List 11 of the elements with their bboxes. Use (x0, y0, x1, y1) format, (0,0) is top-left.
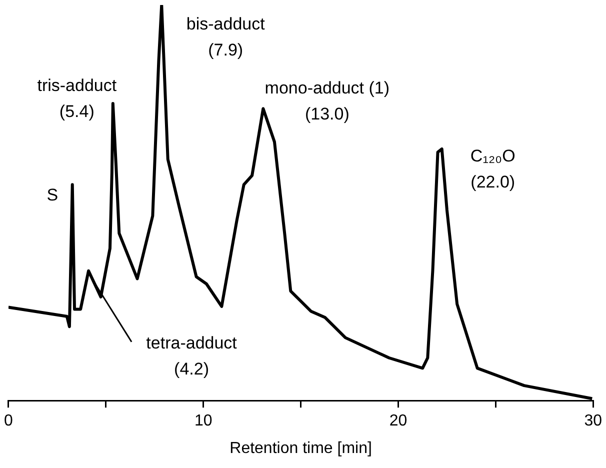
x-tick-label: 20 (389, 412, 408, 430)
x-axis-title: Retention time [min] (230, 440, 372, 457)
annotation: bis-adduct (7.9) (186, 14, 266, 60)
annotation: C₁₂₀O (22.0) (470, 146, 516, 192)
x-tick-label: 10 (194, 412, 212, 430)
x-tick-label: 0 (4, 412, 13, 430)
annotation: tris-adduct (5.4) (37, 76, 117, 122)
x-tick-label: 30 (584, 412, 602, 430)
annotation: S (46, 185, 58, 204)
annotation: mono-adduct (1) (13.0) (264, 78, 390, 124)
annotation: tetra-adduct (4.2) (146, 334, 238, 379)
